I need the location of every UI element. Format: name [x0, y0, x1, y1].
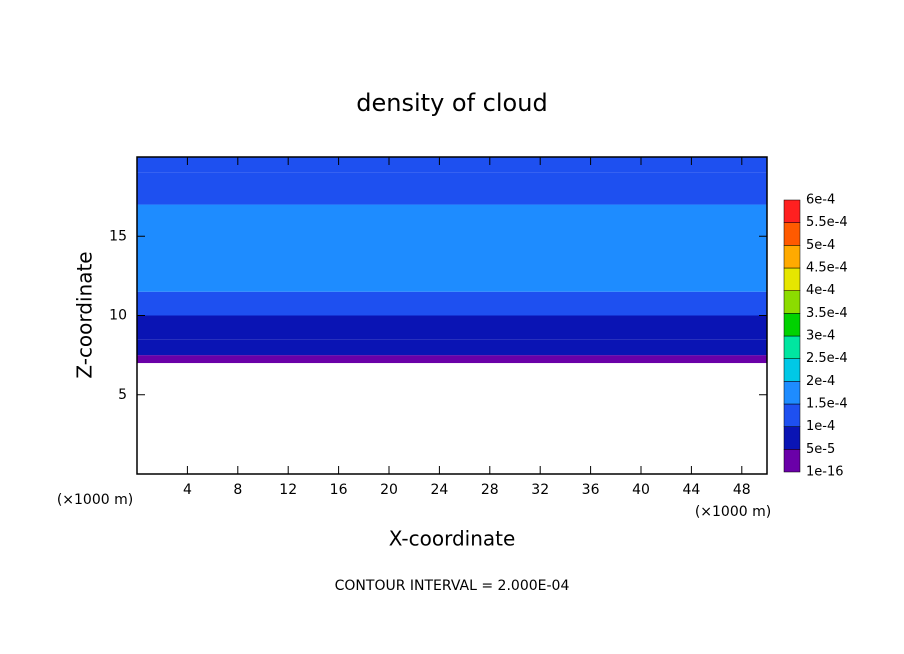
colorbar-box: [783, 426, 801, 450]
x-tick-label: 8: [233, 482, 242, 498]
x-tick-label: 4: [183, 482, 192, 498]
y-tick-label: 5: [118, 387, 127, 403]
y-tick-label: 15: [109, 228, 127, 244]
colorbar-box: [783, 290, 801, 314]
x-axis-label: X-coordinate: [389, 527, 516, 551]
colorbar-label: 3.5e-4: [806, 306, 848, 321]
colorbar-box: [783, 267, 801, 291]
x-tick-label: 16: [330, 482, 348, 498]
field-band: [137, 291, 767, 316]
field-band: [137, 157, 767, 173]
colorbar-label: 2e-4: [806, 374, 835, 389]
colorbar-box: [783, 358, 801, 382]
field-band: [137, 204, 767, 292]
field-band: [137, 355, 767, 364]
annotation: CONTOUR INTERVAL = 2.000E-04: [335, 578, 570, 594]
colorbar-label: 1e-4: [806, 419, 835, 434]
colorbar-label: 2.5e-4: [806, 351, 848, 366]
colorbar-label: 3e-4: [806, 329, 835, 344]
x-tick-label: 40: [632, 482, 650, 498]
colorbar-label: 5.5e-4: [806, 215, 848, 230]
x-tick-label: 24: [430, 482, 448, 498]
x-tick-label: 28: [481, 482, 499, 498]
colorbar-label: 6e-4: [806, 193, 835, 208]
x-tick-label: 36: [582, 482, 600, 498]
colorbar-box: [783, 222, 801, 246]
colorbar-box: [783, 403, 801, 427]
chart-title: density of cloud: [356, 89, 547, 117]
colorbar-label: 5e-4: [806, 238, 835, 253]
y-tick-label: 10: [109, 308, 127, 324]
x-tick-label: 44: [682, 482, 700, 498]
colorbar-label: 5e-5: [806, 442, 835, 457]
colorbar-label: 4.5e-4: [806, 261, 848, 276]
x-tick-label: 48: [733, 482, 751, 498]
colorbar-box: [783, 313, 801, 337]
colorbar-box: [783, 381, 801, 405]
colorbar-label: 1.5e-4: [806, 397, 848, 412]
colorbar-label: 1e-16: [806, 465, 844, 480]
x-tick-label: 12: [279, 482, 297, 498]
x-tick-label: 20: [380, 482, 398, 498]
x-tick-label: 32: [531, 482, 549, 498]
x-unit: (×1000 m): [695, 504, 771, 520]
field-band: [137, 315, 767, 340]
y-axis-label: Z-coordinate: [73, 251, 97, 378]
field-band: [137, 339, 767, 356]
colorbar-box: [783, 245, 801, 269]
field-band: [137, 172, 767, 205]
colorbar-box: [783, 199, 801, 223]
colorbar-label: 4e-4: [806, 283, 835, 298]
colorbar-box: [783, 335, 801, 359]
y-unit: (×1000 m): [57, 492, 133, 508]
colorbar-box: [783, 449, 801, 473]
